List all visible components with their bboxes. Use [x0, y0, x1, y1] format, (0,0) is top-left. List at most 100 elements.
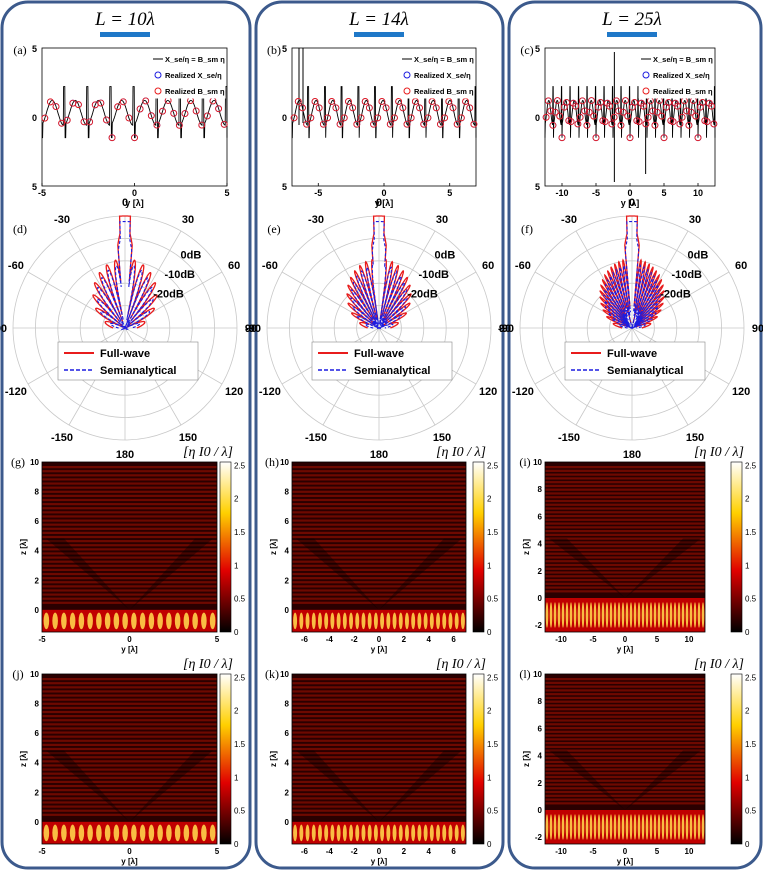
- field-fringe: [292, 548, 466, 551]
- near-field-spot: [661, 602, 665, 628]
- near-field-spot: [561, 602, 565, 628]
- column-header: L = 10λ: [94, 9, 155, 30]
- near-field-spot: [349, 824, 354, 842]
- field-fringe: [545, 507, 705, 510]
- near-field-spot: [657, 814, 661, 840]
- near-field-spot: [633, 814, 637, 840]
- near-field-spot: [649, 602, 653, 628]
- realized-b-marker: [63, 116, 71, 124]
- near-field-spot: [693, 602, 697, 628]
- field-fringe: [292, 597, 466, 600]
- field-fringe: [545, 492, 705, 495]
- field-fringe: [292, 702, 466, 705]
- colorbar-tick-label: 0: [745, 840, 750, 849]
- realized-b-marker: [386, 120, 394, 128]
- legend-swatch-x: [642, 71, 650, 79]
- near-field-spot: [645, 814, 649, 840]
- panel-label: (b): [267, 43, 281, 57]
- field-fringe: [42, 577, 217, 580]
- z-axis-label: z [λ]: [522, 539, 531, 555]
- polar-legend-box: [57, 341, 199, 381]
- field-fringe: [42, 702, 217, 705]
- realized-b-marker: [103, 116, 110, 124]
- near-field-spot: [96, 612, 102, 630]
- heatmap-axes: [544, 461, 706, 633]
- legend-label: Semianalytical: [354, 365, 430, 377]
- realized-b-marker: [441, 114, 449, 122]
- near-field-spot: [577, 602, 581, 628]
- realized-b-marker: [708, 102, 716, 110]
- near-field-spot: [657, 602, 661, 628]
- field-fringe: [42, 560, 217, 563]
- realized-b-marker: [311, 98, 319, 105]
- polar-angle-label: -90: [0, 323, 7, 335]
- colorbar-tick-label: 2: [234, 495, 239, 504]
- field-fringe: [42, 776, 217, 779]
- field-fringe: [545, 578, 705, 582]
- near-field-spot: [122, 612, 128, 630]
- field-fringe: [42, 564, 217, 567]
- realized-b-marker: [617, 121, 625, 129]
- field-shadow: [379, 538, 462, 610]
- z-tick-label: 6: [285, 729, 290, 738]
- field-fringe: [545, 537, 705, 540]
- realized-b-marker: [52, 103, 60, 110]
- near-field-spot: [697, 814, 701, 840]
- y-tick-label: 5: [282, 44, 287, 54]
- polar-angle-label: -150: [558, 432, 580, 444]
- full-wave-pattern: [599, 215, 665, 329]
- legend-swatch-x: [403, 71, 411, 79]
- field-shadow: [296, 538, 379, 610]
- near-field-spot: [609, 814, 613, 840]
- realized-b-marker: [332, 104, 340, 112]
- field-fringe: [42, 540, 217, 543]
- near-field-spot: [621, 602, 625, 628]
- field-fringe: [545, 753, 705, 756]
- near-field-spot: [685, 602, 689, 628]
- z-tick-label: 10: [533, 458, 542, 467]
- realized-b-marker: [357, 114, 365, 122]
- polar-angle-label: -60: [515, 260, 531, 272]
- panel-label: (i): [519, 455, 530, 469]
- field-fringe: [42, 552, 217, 555]
- realized-b-marker: [660, 134, 668, 142]
- x-tick-label: 0: [381, 188, 386, 198]
- polar-angle-label: 0: [376, 197, 382, 209]
- field-fringe: [292, 552, 466, 555]
- panel-label: (a): [13, 43, 26, 57]
- realized-b-marker: [319, 120, 327, 128]
- near-field-spot: [545, 814, 549, 840]
- near-field-spot: [641, 602, 645, 628]
- realized-b-marker: [581, 107, 589, 115]
- z-tick-label: 2: [538, 567, 543, 576]
- realized-b-marker: [703, 118, 711, 126]
- near-field-spot: [43, 824, 50, 842]
- field-fringe: [292, 706, 466, 709]
- near-field-spot: [183, 824, 190, 842]
- colorbar-tick-label: 0.5: [234, 807, 246, 816]
- field-fringe: [42, 527, 217, 530]
- realized-b-marker: [635, 118, 643, 126]
- z-tick-label: 0: [35, 818, 40, 827]
- polar-angle-label: 180: [116, 449, 134, 461]
- near-field-spot: [669, 814, 673, 840]
- panel-label: (g): [11, 455, 25, 469]
- realized-b-marker: [136, 105, 144, 113]
- field-fringe: [292, 727, 466, 730]
- near-field-spot: [113, 612, 120, 630]
- field-shadow: [46, 538, 130, 610]
- near-field-spot: [386, 612, 391, 630]
- colorbar-tick-label: 2: [487, 495, 492, 504]
- near-field-spot: [569, 602, 573, 628]
- field-fringe: [42, 813, 217, 816]
- near-field-spot: [336, 824, 341, 842]
- realized-b-marker: [692, 112, 700, 120]
- y-tick-label: -2: [351, 635, 359, 644]
- y-tick-label: 5: [215, 635, 220, 644]
- near-field-spot: [653, 814, 657, 840]
- field-fringe: [42, 556, 217, 559]
- near-field-spot: [685, 814, 689, 840]
- panel-label: (e): [267, 222, 280, 236]
- polar-angle-label: -90: [245, 323, 261, 335]
- colorbar: [472, 673, 485, 845]
